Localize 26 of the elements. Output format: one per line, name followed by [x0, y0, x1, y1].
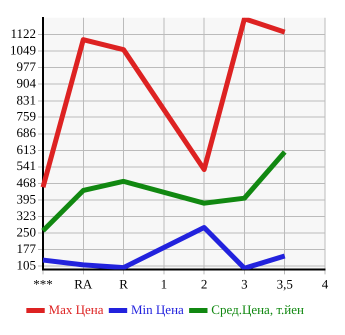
y-tick-label: 759 [16, 108, 36, 124]
x-tick-label: 3 [241, 276, 248, 292]
legend-label: Min Цена [131, 302, 184, 317]
y-tick-label: 541 [16, 158, 36, 174]
y-tick-label: 395 [16, 191, 36, 206]
y-tick-label: 323 [16, 208, 36, 223]
y-tick-label: 177 [16, 241, 36, 256]
x-tick-label: RA [74, 276, 93, 292]
y-tick-label: 1049 [10, 42, 36, 58]
legend-label: Max Цена [48, 302, 104, 317]
x-tick-label: *** [33, 276, 53, 292]
y-tick-label: 105 [16, 257, 36, 272]
x-tick-label: R [119, 276, 128, 292]
legend-label: Сред.Цена, т.йен [211, 302, 304, 317]
x-tick-label: 2 [200, 276, 208, 292]
y-tick-label: 686 [16, 125, 36, 140]
x-tick-label: 4 [322, 276, 329, 292]
y-tick-label: 468 [16, 174, 36, 190]
y-tick-label: 831 [16, 92, 36, 108]
y-tick-label: 1122 [10, 26, 36, 42]
y-tick-label: 977 [16, 59, 36, 74]
x-tick-label: 3,5 [276, 276, 293, 292]
x-tick-label: 1 [160, 276, 168, 292]
y-tick-label: 250 [16, 224, 36, 240]
y-tick-label: 904 [16, 76, 36, 91]
y-tick-label: 613 [16, 142, 36, 157]
